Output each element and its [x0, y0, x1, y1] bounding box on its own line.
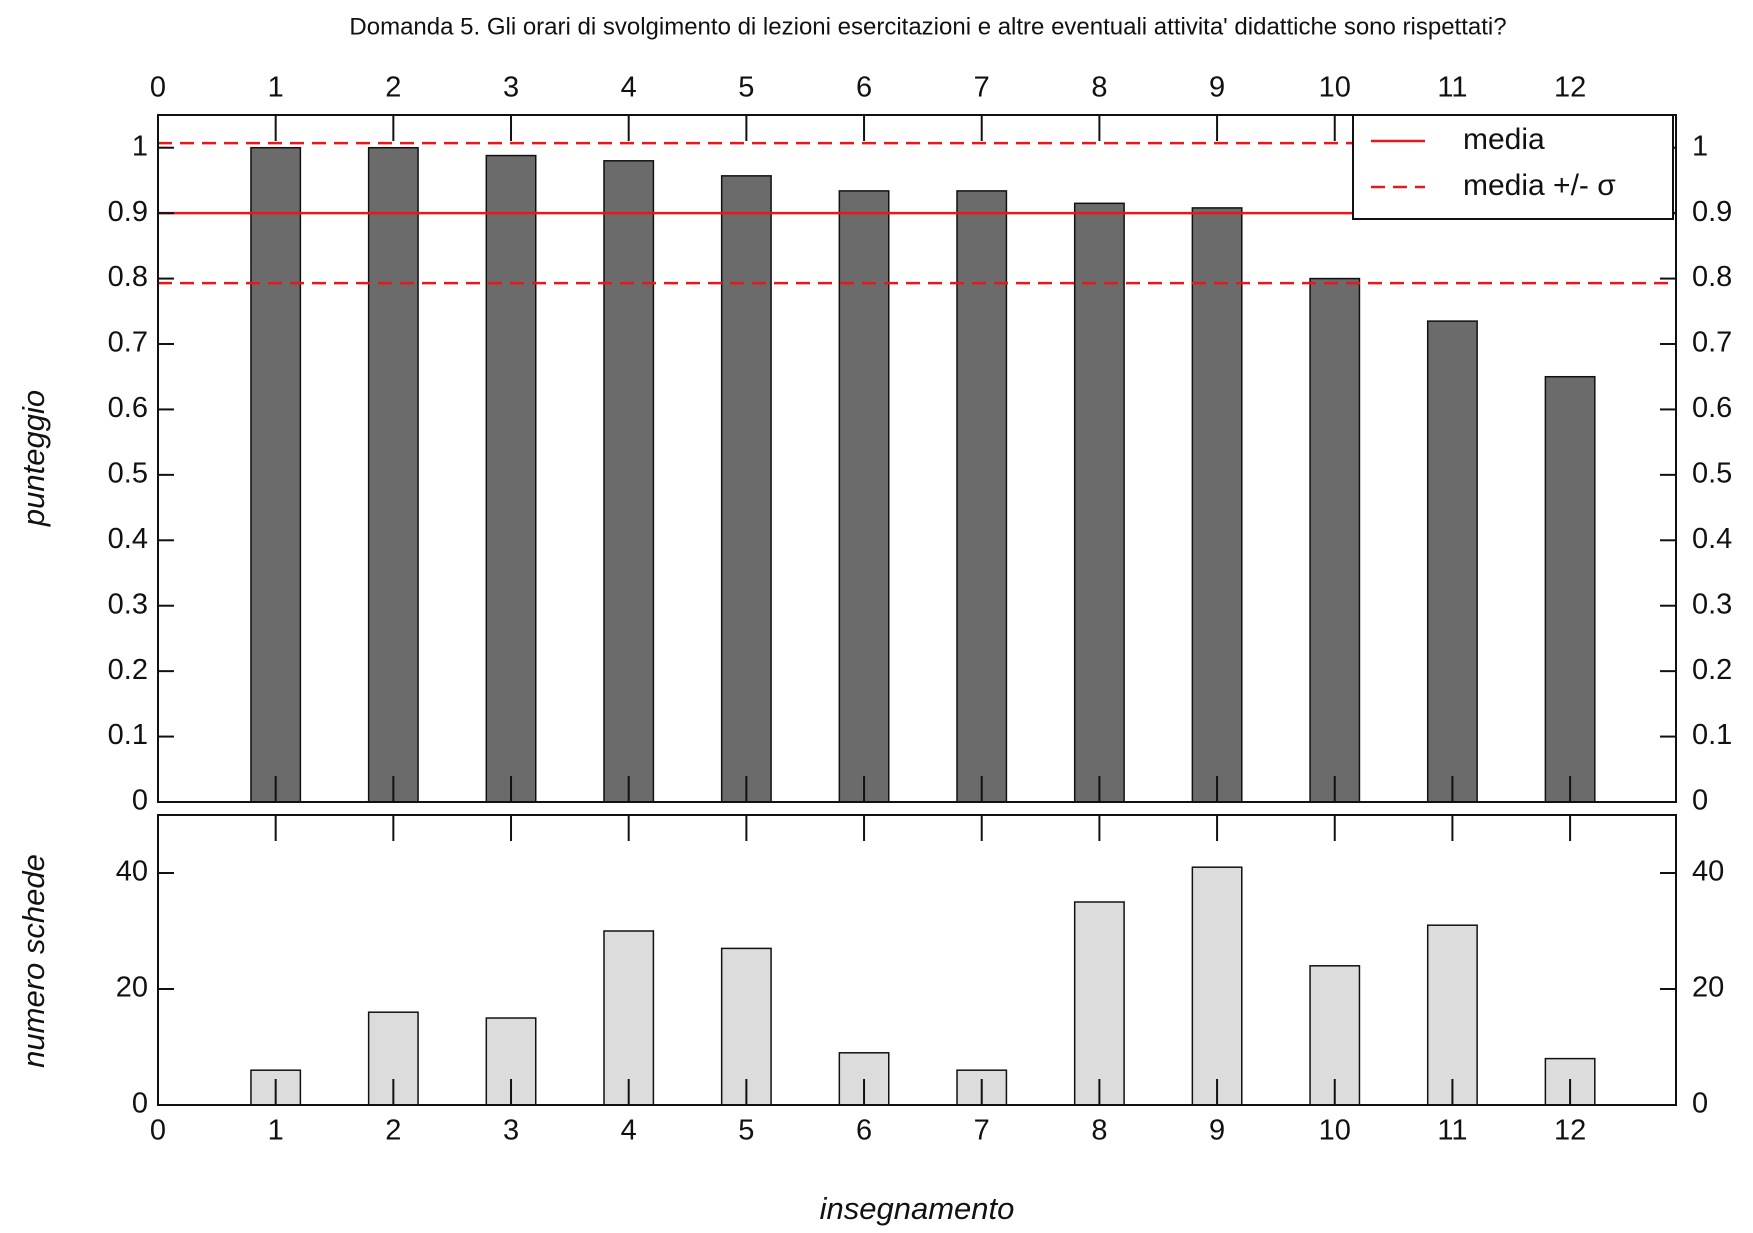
y-tick-label: 0.8 [108, 261, 148, 293]
chart-title: Domanda 5. Gli orari di svolgimento di l… [349, 13, 1506, 40]
x-tick-label: 11 [1437, 72, 1467, 104]
y-tick-label: 0.1 [1692, 719, 1732, 751]
bar [1544, 375, 1596, 803]
bar [485, 154, 537, 803]
y-tick-label: 0.3 [1692, 588, 1732, 620]
x-tick-label: 12 [1554, 1115, 1586, 1147]
x-tick-label: 11 [1437, 1115, 1467, 1147]
x-tick-label: 9 [1209, 72, 1225, 104]
bar [1426, 320, 1478, 803]
y-tick-label: 0.2 [108, 654, 148, 686]
y-tick-label: 0 [1692, 785, 1708, 817]
y-tick-label: 0.2 [1692, 654, 1732, 686]
y-tick-label: 0 [132, 785, 148, 817]
x-tick-label: 8 [1091, 72, 1107, 104]
bar [1073, 202, 1125, 803]
y-tick-label: 0.6 [1692, 392, 1732, 424]
bar [1191, 866, 1243, 1106]
x-tick-label: 2 [385, 1115, 401, 1147]
bar [603, 930, 655, 1106]
x-tick-label: 6 [856, 72, 872, 104]
x-tick-label: 1 [268, 1115, 284, 1147]
x-tick-label: 10 [1319, 72, 1351, 104]
y-tick-label: 0 [132, 1088, 148, 1120]
y-tick-label: 1 [1692, 130, 1708, 162]
bar [250, 146, 302, 803]
bar [720, 947, 772, 1106]
x-tick-label: 1 [268, 72, 284, 104]
x-tick-label: 4 [621, 1115, 637, 1147]
y-tick-label: 0.9 [1692, 196, 1732, 228]
y-tick-label: 0 [1692, 1088, 1708, 1120]
y-tick-label: 40 [116, 856, 148, 888]
x-tick-label: 12 [1554, 72, 1586, 104]
x-tick-label: 0 [150, 1115, 166, 1147]
y-tick-label: 0.7 [1692, 327, 1732, 359]
bar [956, 190, 1008, 803]
x-tick-label: 10 [1319, 1115, 1351, 1147]
x-tick-label: 9 [1209, 1115, 1225, 1147]
y-tick-label: 0.4 [1692, 523, 1732, 555]
y-tick-label: 0.6 [108, 392, 148, 424]
y-axis-label: numero schede [16, 854, 51, 1068]
y-axis-label: punteggio [16, 390, 51, 527]
plot-frame [157, 814, 1677, 1106]
bar [1309, 277, 1361, 803]
y-tick-label: 0.3 [108, 588, 148, 620]
x-tick-label: 2 [385, 72, 401, 104]
bar [1073, 901, 1125, 1106]
x-tick-label: 5 [738, 1115, 754, 1147]
x-tick-label: 3 [503, 1115, 519, 1147]
y-tick-label: 1 [132, 130, 148, 162]
x-tick-label: 8 [1091, 1115, 1107, 1147]
y-tick-label: 0.9 [108, 196, 148, 228]
bar [1191, 207, 1243, 803]
y-tick-label: 0.5 [108, 458, 148, 490]
bar [367, 146, 419, 803]
bar [838, 190, 890, 803]
y-tick-label: 40 [1692, 856, 1724, 888]
bar [1426, 924, 1478, 1106]
legend-label: media +/- σ [1463, 169, 1616, 202]
y-tick-label: 20 [1692, 972, 1724, 1004]
x-tick-label: 7 [974, 72, 990, 104]
x-tick-label: 0 [150, 72, 166, 104]
legend-box [1352, 114, 1674, 220]
legend-label: media [1463, 123, 1545, 156]
x-tick-label: 5 [738, 72, 754, 104]
bar [720, 175, 772, 803]
y-tick-label: 0.7 [108, 327, 148, 359]
x-axis-label: insegnamento [820, 1191, 1015, 1226]
y-tick-label: 0.4 [108, 523, 148, 555]
bar [603, 160, 655, 803]
y-tick-label: 0.5 [1692, 458, 1732, 490]
x-tick-label: 6 [856, 1115, 872, 1147]
y-tick-label: 20 [116, 972, 148, 1004]
y-tick-label: 0.1 [108, 719, 148, 751]
x-tick-label: 3 [503, 72, 519, 104]
x-tick-label: 7 [974, 1115, 990, 1147]
y-tick-label: 0.8 [1692, 261, 1732, 293]
plot-frame [157, 114, 1677, 803]
x-tick-label: 4 [621, 72, 637, 104]
